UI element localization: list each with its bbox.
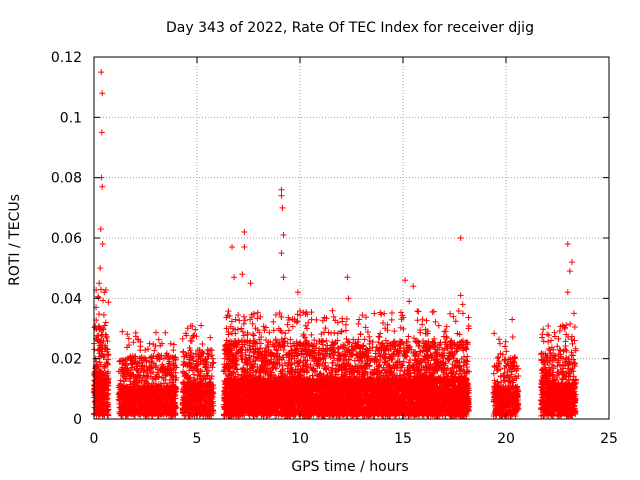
data-point — [101, 322, 108, 329]
data-point — [99, 331, 106, 338]
data-point — [151, 347, 158, 354]
data-point — [152, 329, 159, 336]
data-point — [96, 350, 103, 357]
data-point — [95, 323, 102, 330]
data-point — [95, 294, 102, 301]
data-point — [170, 347, 177, 354]
data-point — [100, 326, 107, 333]
data-point — [105, 356, 112, 363]
data-point — [104, 361, 111, 368]
data-point — [98, 398, 105, 405]
data-point — [96, 311, 102, 318]
data-point — [94, 392, 101, 399]
data-point — [160, 380, 167, 387]
data-point — [91, 398, 98, 405]
data-point — [103, 334, 110, 341]
data-point — [96, 408, 103, 415]
data-point — [102, 319, 109, 326]
data-point — [92, 368, 99, 375]
grid-lines — [94, 57, 609, 419]
data-point — [103, 407, 110, 414]
data-point — [152, 374, 159, 381]
data-point — [99, 297, 106, 304]
data-point — [130, 339, 137, 346]
data-point — [103, 402, 110, 409]
data-point — [102, 393, 109, 400]
data-point — [96, 359, 103, 366]
data-point — [105, 368, 112, 375]
data-point — [99, 381, 106, 388]
data-points — [91, 69, 579, 419]
data-point — [170, 341, 177, 348]
data-point — [162, 329, 169, 336]
data-point — [104, 338, 111, 345]
data-point — [105, 299, 112, 306]
data-point — [101, 344, 108, 351]
data-point — [98, 371, 105, 378]
data-point — [104, 346, 111, 353]
data-point — [101, 353, 108, 360]
data-point — [96, 324, 103, 331]
data-point — [97, 286, 104, 293]
data-point — [105, 375, 112, 382]
data-point — [97, 398, 104, 405]
data-point — [97, 403, 104, 410]
data-point — [95, 347, 102, 354]
data-point — [95, 338, 102, 345]
data-point — [100, 312, 107, 319]
data-point — [104, 411, 111, 418]
data-point — [93, 403, 100, 410]
data-point — [95, 332, 102, 339]
